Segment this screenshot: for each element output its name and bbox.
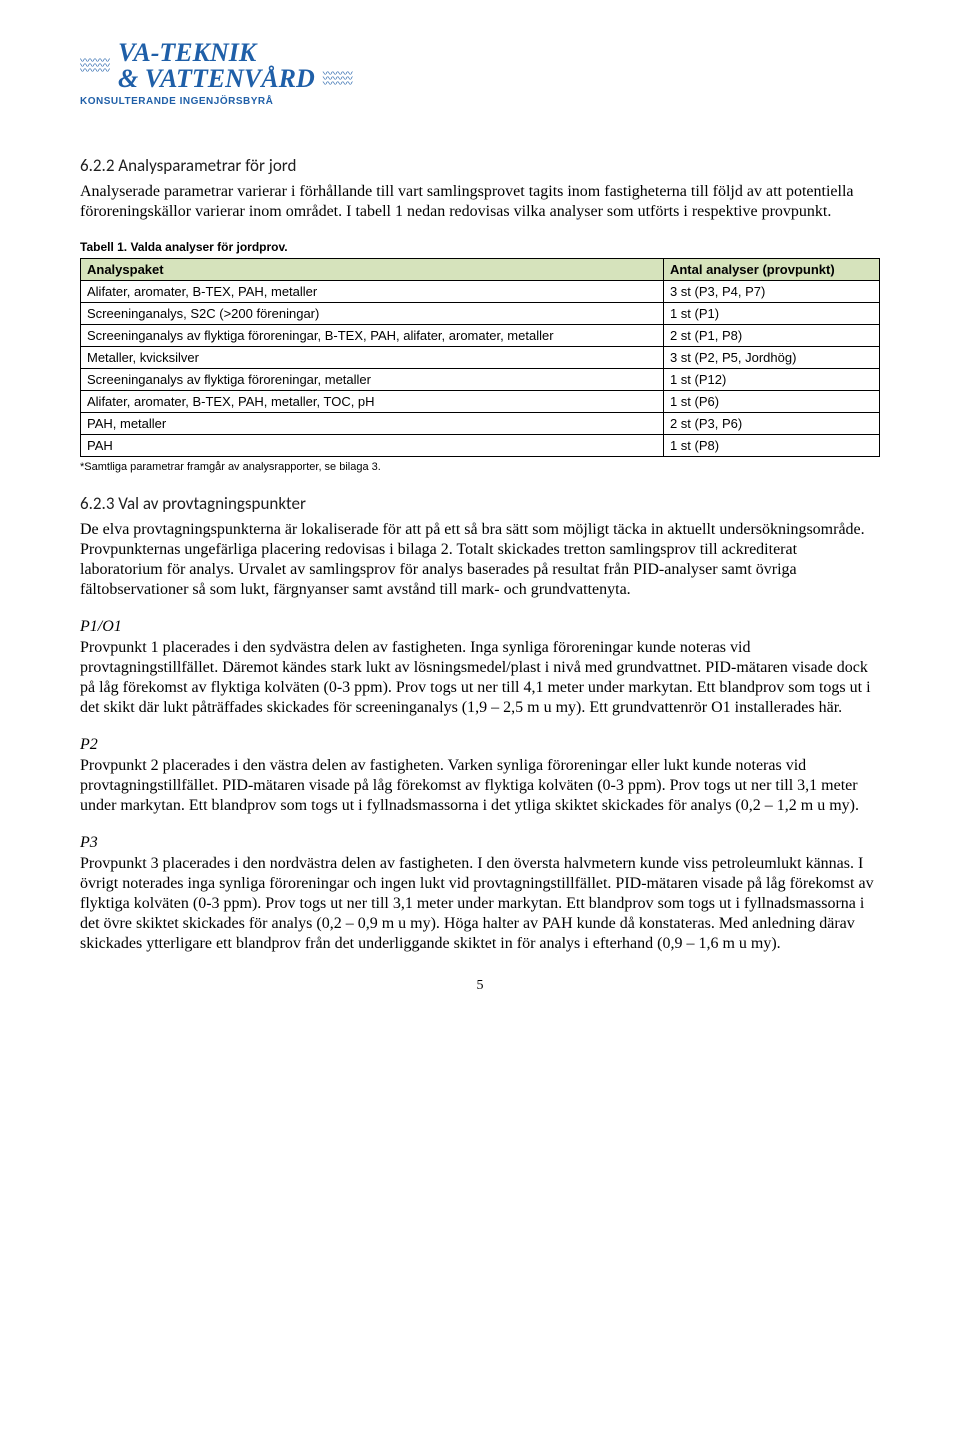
wave-icon: 〰〰〰	[80, 69, 110, 74]
table-row: Screeninganalys, S2C (>200 föreningar)1 …	[81, 303, 880, 325]
table-cell: Alifater, aromater, B-TEX, PAH, metaller…	[81, 391, 664, 413]
page-number: 5	[80, 978, 880, 994]
table-cell: Alifater, aromater, B-TEX, PAH, metaller	[81, 281, 664, 303]
subsection-title-p1: P1/O1	[80, 618, 880, 636]
subsection-para-p1: Provpunkt 1 placerades i den sydvästra d…	[80, 638, 880, 718]
table-cell: 3 st (P3, P4, P7)	[663, 281, 879, 303]
table-row: Alifater, aromater, B-TEX, PAH, metaller…	[81, 281, 880, 303]
table-row: Alifater, aromater, B-TEX, PAH, metaller…	[81, 391, 880, 413]
section-para-623: De elva provtagningspunkterna är lokalis…	[80, 520, 880, 600]
table-cell: Screeninganalys av flyktiga föroreningar…	[81, 369, 664, 391]
subsection-para-p3: Provpunkt 3 placerades i den nordvästra …	[80, 854, 880, 954]
table-row: PAH1 st (P8)	[81, 435, 880, 457]
subsection-title-p3: P3	[80, 834, 880, 852]
table-cell: 2 st (P1, P8)	[663, 325, 879, 347]
table-cell: PAH	[81, 435, 664, 457]
table-row: Screeninganalys av flyktiga föroreningar…	[81, 325, 880, 347]
table-cell: PAH, metaller	[81, 413, 664, 435]
table-row: Screeninganalys av flyktiga föroreningar…	[81, 369, 880, 391]
company-logo: 〰〰〰 〰〰〰 〰〰〰 VA-TEKNIK & VATTENVÅRD 〰〰〰 〰…	[80, 40, 880, 107]
logo-line1: VA-TEKNIK	[118, 40, 353, 66]
analysis-table: Analyspaket Antal analyser (provpunkt) A…	[80, 258, 880, 457]
table-row: Metaller, kvicksilver3 st (P2, P5, Jordh…	[81, 347, 880, 369]
table-footnote: *Samtliga parametrar framgår av analysra…	[80, 461, 880, 473]
table-row: PAH, metaller2 st (P3, P6)	[81, 413, 880, 435]
section-heading-622: 6.2.2 Analysparametrar för jord	[80, 155, 880, 176]
table-caption: Tabell 1. Valda analyser för jordprov.	[80, 240, 880, 254]
table-cell: 1 st (P6)	[663, 391, 879, 413]
logo-subtitle: KONSULTERANDE INGENJÖRSBYRÅ	[80, 96, 880, 107]
subsection-title-p2: P2	[80, 736, 880, 754]
table-header-col1: Analyspaket	[81, 259, 664, 281]
section-heading-623: 6.2.3 Val av provtagningspunkter	[80, 493, 880, 514]
table-cell: 1 st (P12)	[663, 369, 879, 391]
table-cell: Screeninganalys, S2C (>200 föreningar)	[81, 303, 664, 325]
subsection-para-p2: Provpunkt 2 placerades i den västra dele…	[80, 756, 880, 816]
table-cell: 1 st (P1)	[663, 303, 879, 325]
table-cell: 3 st (P2, P5, Jordhög)	[663, 347, 879, 369]
table-cell: 1 st (P8)	[663, 435, 879, 457]
table-cell: 2 st (P3, P6)	[663, 413, 879, 435]
wave-icon: 〰〰〰	[323, 82, 353, 87]
logo-line2: & VATTENVÅRD	[118, 66, 315, 92]
section-para-622: Analyserade parametrar varierar i förhål…	[80, 182, 880, 222]
table-cell: Screeninganalys av flyktiga föroreningar…	[81, 325, 664, 347]
table-header-col2: Antal analyser (provpunkt)	[663, 259, 879, 281]
table-cell: Metaller, kvicksilver	[81, 347, 664, 369]
